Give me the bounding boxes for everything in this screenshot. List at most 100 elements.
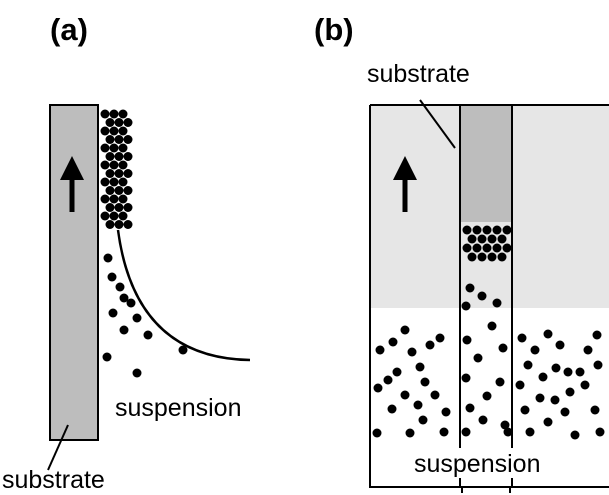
- particle: [556, 341, 565, 350]
- particle: [466, 284, 475, 293]
- particle: [544, 330, 553, 339]
- particle: [124, 169, 133, 178]
- particle: [488, 235, 497, 244]
- particle: [393, 368, 402, 377]
- particle: [119, 127, 128, 136]
- particle: [576, 368, 585, 377]
- particle: [119, 195, 128, 204]
- suspension-label: suspension: [414, 450, 540, 478]
- particle: [376, 346, 385, 355]
- particle: [401, 326, 410, 335]
- particle: [106, 118, 115, 127]
- particle: [110, 212, 119, 221]
- particle: [120, 326, 129, 335]
- particle: [531, 346, 540, 355]
- particle: [124, 152, 133, 161]
- particle: [414, 401, 423, 410]
- particle: [119, 161, 128, 170]
- particle: [483, 392, 492, 401]
- particle: [499, 344, 508, 353]
- particle: [419, 416, 428, 425]
- particle: [493, 299, 502, 308]
- panel-label: (a): [50, 12, 88, 47]
- particle: [110, 178, 119, 187]
- particle: [133, 369, 142, 378]
- particle: [124, 186, 133, 195]
- particle: [144, 331, 153, 340]
- particle: [110, 144, 119, 153]
- particle: [124, 135, 133, 144]
- particle: [124, 203, 133, 212]
- particle: [518, 334, 527, 343]
- particle: [571, 431, 580, 440]
- particle: [421, 378, 430, 387]
- particle: [551, 396, 560, 405]
- particle: [474, 354, 483, 363]
- particle: [116, 283, 125, 292]
- particle: [498, 253, 507, 262]
- particle: [488, 322, 497, 331]
- particle: [119, 178, 128, 187]
- particle: [426, 341, 435, 350]
- particle: [106, 186, 115, 195]
- particle: [384, 376, 393, 385]
- particle: [408, 348, 417, 357]
- particle: [436, 334, 445, 343]
- particle: [115, 152, 124, 161]
- particle: [110, 110, 119, 119]
- suspension-label: suspension: [115, 394, 241, 422]
- particle: [106, 203, 115, 212]
- particle: [101, 161, 110, 170]
- particle: [440, 428, 449, 437]
- particle: [124, 118, 133, 127]
- particle: [462, 302, 471, 311]
- particle: [473, 226, 482, 235]
- particle: [106, 169, 115, 178]
- particle: [584, 346, 593, 355]
- panel-label: (b): [314, 12, 354, 47]
- particle: [106, 152, 115, 161]
- meniscus: [118, 230, 250, 360]
- particle: [594, 361, 603, 370]
- particle: [104, 254, 113, 263]
- particle: [463, 244, 472, 253]
- substrate-label: substrate: [2, 466, 105, 494]
- particle: [496, 378, 505, 387]
- particle: [591, 406, 600, 415]
- particle: [503, 226, 512, 235]
- particle: [544, 418, 553, 427]
- particle: [468, 253, 477, 262]
- particle: [478, 253, 487, 262]
- particle: [462, 428, 471, 437]
- particle: [478, 292, 487, 301]
- particle: [119, 144, 128, 153]
- figure: (a) suspension substrate (b) substrate s…: [0, 0, 609, 495]
- substrate-label: substrate: [367, 60, 470, 88]
- particle: [127, 299, 136, 308]
- particle: [596, 428, 605, 437]
- particle: [389, 338, 398, 347]
- particle: [119, 110, 128, 119]
- particle: [488, 253, 497, 262]
- particle: [524, 361, 533, 370]
- particle: [101, 195, 110, 204]
- particle: [478, 235, 487, 244]
- particle: [101, 212, 110, 221]
- particle: [119, 212, 128, 221]
- particle: [110, 161, 119, 170]
- particle: [374, 384, 383, 393]
- particle: [463, 226, 472, 235]
- substrate: [50, 105, 98, 440]
- particle: [106, 135, 115, 144]
- particle: [115, 118, 124, 127]
- particle: [179, 346, 188, 355]
- particle: [526, 428, 535, 437]
- particle: [483, 244, 492, 253]
- particle: [462, 374, 471, 383]
- particle: [503, 244, 512, 253]
- particle: [516, 381, 525, 390]
- particle: [124, 220, 133, 229]
- particle: [473, 244, 482, 253]
- particle: [442, 408, 451, 417]
- particle: [133, 314, 142, 323]
